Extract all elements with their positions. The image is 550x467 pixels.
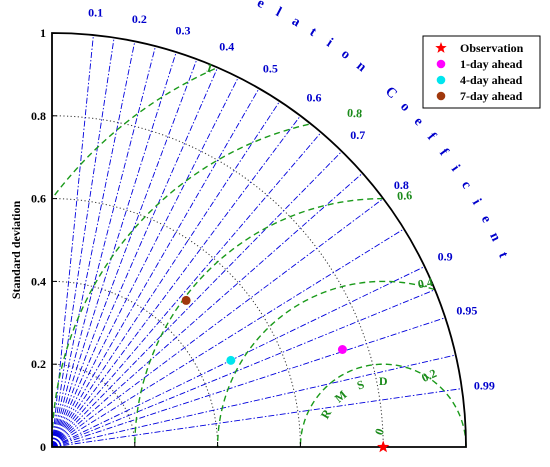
rmsd-tick-label: 0.2 [419,366,438,385]
std-tick-label: 0.2 [31,357,46,371]
point-observation [377,440,390,453]
correlation-line [51,115,301,448]
rmsd-circle [52,68,216,199]
correlation-tick-label: 0.99 [474,378,495,392]
correlation-label-char: c [458,178,475,192]
legend-marker-star [435,42,447,53]
correlation-label-char: o [338,47,353,64]
rmsd-label-char: R [318,406,335,421]
correlation-tick-label: 0.2 [132,12,147,26]
correlation-line [51,388,462,448]
rmsd-tick-label: 0.6 [397,188,413,203]
rmsd-circle [299,363,467,448]
correlation-line [51,289,436,448]
point-layer [181,295,390,453]
rmsd-tick-label: 0 [372,426,387,436]
correlation-label-char: r [237,0,249,4]
correlation-label-char: n [486,230,503,244]
rmsd-label-char: D [379,374,388,388]
correlation-label-char: f [424,130,439,144]
std-arc [51,280,219,448]
correlation-line [51,37,115,448]
correlation-line [51,51,177,448]
std-arc [51,198,301,448]
legend-marker [436,59,446,69]
std-tick-label: 0.8 [31,109,46,123]
legend-entry-label: 7-day ahead [460,89,523,103]
correlation-line [51,198,384,448]
correlation-line [51,228,405,448]
correlation-label-char: t [495,250,511,261]
correlation-tick-label: 0.3 [176,23,191,37]
std-arc [51,363,136,448]
std-arc [51,115,384,448]
correlation-line [51,132,322,448]
correlation-line [51,172,363,448]
correlation-line [51,77,239,448]
std-tick-label: 0 [40,440,46,454]
legend-marker [436,75,446,85]
rmsd-tick-label: 1 [204,60,214,75]
rmsd-label-char: M [332,387,350,405]
correlation-label-char: C [382,84,400,103]
rmsd-circle [134,197,384,448]
correlation-line [51,354,456,448]
point-4-day-ahead [226,355,236,365]
correlation-tick-label: 0.7 [350,128,365,142]
frame-layer [51,32,467,448]
correlation-tick-label: 0.1 [88,5,103,19]
correlation-label-char: e [411,114,427,129]
rmsd-label-char: S [355,377,366,393]
correlation-line [51,35,94,448]
legend-entry-label: 4-day ahead [460,73,523,87]
correlation-line [51,46,156,448]
plot-frame [51,32,467,448]
std-tick-label: 1 [40,26,46,40]
correlation-label-char: i [448,163,463,176]
correlation-tick-label: 0.6 [307,91,322,105]
correlation-tick-label: 0.5 [263,62,278,76]
point-7-day-ahead [181,295,191,305]
rmsd-circle [51,123,309,448]
correlation-line [51,266,425,448]
legend-entry-label: 1-day ahead [460,57,523,71]
correlation-label-char: l [273,5,284,21]
correlation-label-char: n [353,59,369,76]
correlation-line [51,88,260,448]
rmsd-tick-label: 0.4 [417,275,434,291]
correlation-line [51,67,219,448]
correlation-tick-label: 0.9 [438,250,453,264]
y-axis-label: Standard deviation [9,200,23,299]
correlation-label-char: e [478,213,495,226]
point-1-day-ahead [337,344,347,354]
rmsd-tick-label: 0.8 [347,106,363,121]
grid-layer [51,35,467,448]
legend: Observation 1-day ahead 4-day ahead 7-day a… [422,35,541,109]
legend-entry-label: Observation [460,41,524,55]
rmsd-circle [216,280,435,448]
correlation-label-char: f [436,146,451,160]
correlation-line [51,41,136,448]
correlation-line [51,151,343,448]
std-tick-label: 0.4 [31,274,46,288]
correlation-tick-label: 0.4 [219,40,234,54]
legend-marker [436,91,446,101]
correlation-tick-label: 0.95 [456,304,477,318]
correlation-line [51,100,281,448]
correlation-label-char: a [289,14,303,31]
correlation-label-char: t [307,25,320,41]
correlation-label-char: o [397,99,413,115]
correlation-label-char: e [255,0,268,12]
correlation-label-char: i [324,36,337,51]
correlation-label-char: i [469,196,484,208]
correlation-line [51,59,198,448]
std-tick-label: 0.6 [31,192,46,206]
correlation-tick-label: 0.8 [394,178,409,192]
